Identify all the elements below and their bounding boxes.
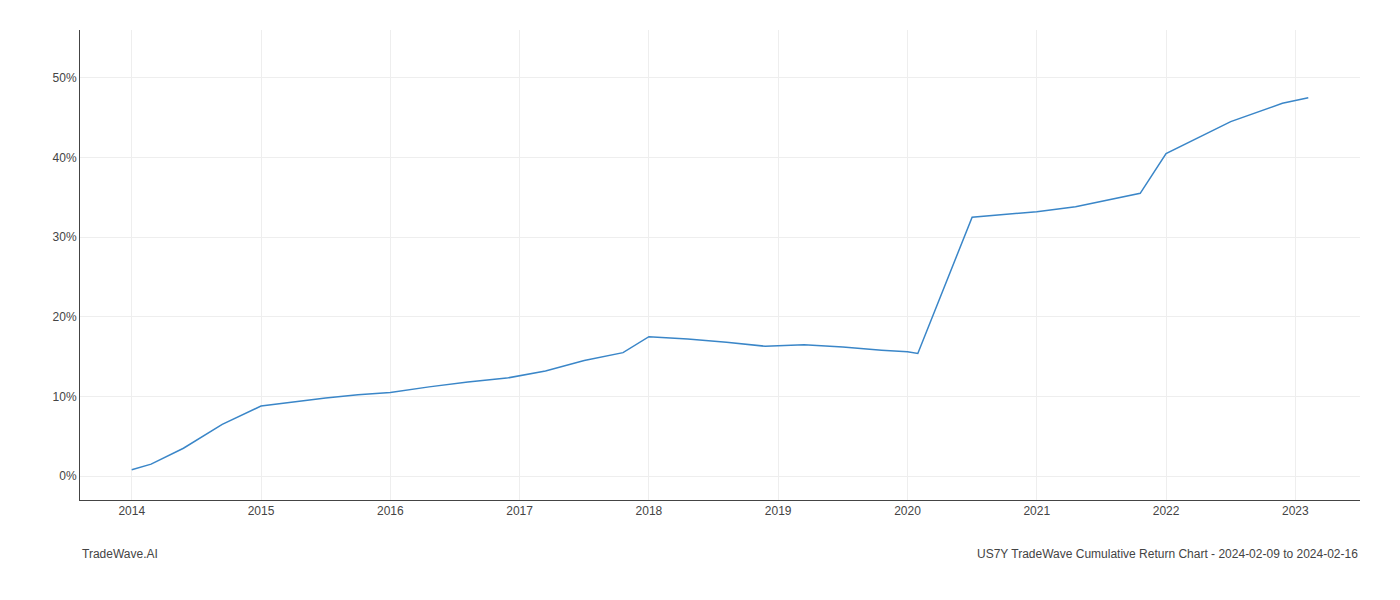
svg-text:2019: 2019 [765, 504, 792, 518]
svg-text:2014: 2014 [118, 504, 145, 518]
svg-text:TradeWave.AI: TradeWave.AI [82, 547, 158, 561]
svg-text:2016: 2016 [377, 504, 404, 518]
svg-text:US7Y TradeWave Cumulative Retu: US7Y TradeWave Cumulative Return Chart -… [977, 547, 1358, 561]
svg-text:2018: 2018 [636, 504, 663, 518]
svg-text:2020: 2020 [894, 504, 921, 518]
svg-text:40%: 40% [53, 151, 77, 165]
svg-text:50%: 50% [53, 71, 77, 85]
svg-text:2017: 2017 [506, 504, 533, 518]
svg-text:10%: 10% [53, 390, 77, 404]
svg-text:20%: 20% [53, 310, 77, 324]
svg-text:2021: 2021 [1023, 504, 1050, 518]
svg-text:2022: 2022 [1153, 504, 1180, 518]
svg-text:2023: 2023 [1282, 504, 1309, 518]
svg-text:0%: 0% [59, 469, 77, 483]
svg-text:30%: 30% [53, 230, 77, 244]
svg-text:2015: 2015 [248, 504, 275, 518]
